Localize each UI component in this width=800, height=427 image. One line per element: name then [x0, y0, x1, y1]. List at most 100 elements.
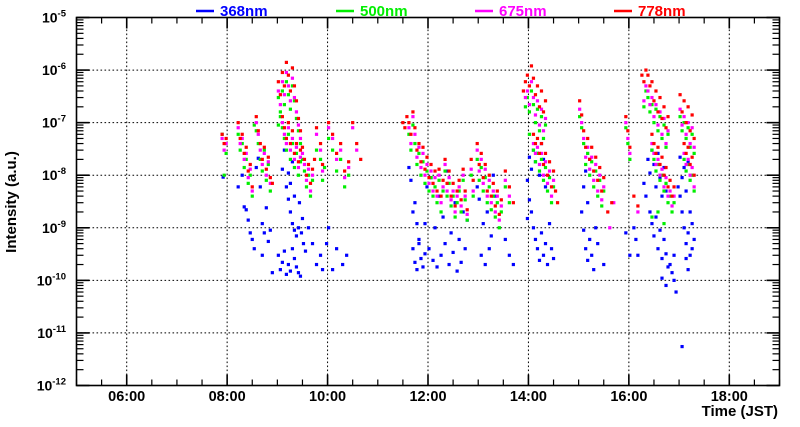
data-point — [270, 271, 274, 275]
data-point — [487, 178, 491, 182]
data-point — [684, 242, 688, 246]
data-point — [264, 178, 268, 182]
data-point — [588, 173, 592, 177]
data-point — [278, 110, 282, 114]
data-point — [298, 148, 303, 152]
data-point — [626, 129, 630, 133]
data-point — [664, 252, 668, 256]
data-point — [644, 84, 648, 88]
data-point — [308, 181, 313, 185]
data-point — [294, 110, 299, 114]
data-point — [656, 145, 660, 149]
data-point — [290, 141, 295, 146]
data-point — [242, 151, 246, 155]
data-point — [284, 272, 288, 276]
data-point — [288, 107, 293, 111]
data-point — [461, 173, 465, 177]
data-point — [529, 210, 534, 214]
data-point — [608, 226, 612, 230]
data-point — [268, 228, 272, 232]
data-point — [553, 189, 558, 193]
data-point — [686, 268, 690, 272]
data-point — [507, 201, 511, 205]
data-point — [541, 253, 546, 257]
x-axis-title: Time (JST) — [702, 403, 778, 420]
data-point — [543, 242, 548, 246]
data-point — [539, 141, 544, 146]
data-point — [600, 198, 604, 202]
data-point — [252, 123, 256, 127]
data-point — [586, 201, 590, 205]
data-point — [236, 126, 240, 130]
data-point — [258, 141, 262, 146]
data-point — [298, 136, 303, 141]
data-point — [686, 160, 690, 164]
data-point — [529, 64, 534, 68]
data-point — [596, 242, 600, 246]
data-point — [288, 210, 293, 214]
data-point — [284, 136, 288, 141]
data-point — [662, 189, 666, 193]
data-point — [660, 136, 664, 141]
data-point — [326, 226, 331, 230]
data-point — [672, 253, 676, 257]
data-point — [670, 194, 674, 198]
data-point — [318, 148, 323, 152]
data-point — [250, 189, 254, 193]
data-point — [288, 89, 293, 93]
data-point — [288, 141, 293, 146]
data-point — [487, 173, 491, 177]
data-point — [306, 167, 311, 171]
data-point — [288, 99, 293, 103]
series-500nm — [220, 80, 696, 230]
data-point — [646, 95, 650, 100]
data-point — [672, 201, 676, 205]
data-point — [284, 60, 288, 64]
data-point — [487, 185, 491, 189]
data-point — [409, 148, 413, 152]
data-point — [278, 268, 282, 272]
data-point — [318, 141, 323, 146]
data-point — [549, 247, 554, 251]
data-point — [282, 93, 286, 97]
data-point — [588, 167, 592, 171]
data-point — [684, 189, 688, 193]
data-point — [658, 228, 662, 232]
data-point — [453, 201, 457, 205]
data-point — [435, 265, 439, 269]
data-point — [660, 194, 664, 198]
data-point — [248, 167, 252, 171]
data-point — [590, 160, 594, 164]
data-point — [537, 173, 542, 177]
data-point — [459, 210, 463, 214]
data-point — [475, 148, 479, 152]
data-point — [692, 185, 696, 189]
data-point — [690, 173, 694, 177]
data-point — [682, 121, 686, 125]
data-points — [220, 60, 696, 349]
data-point — [612, 201, 616, 205]
data-point — [282, 126, 286, 130]
data-point — [686, 231, 690, 235]
data-point — [246, 181, 250, 185]
data-point — [296, 123, 301, 127]
data-point — [335, 247, 339, 251]
data-point — [531, 76, 536, 80]
data-point — [449, 198, 453, 202]
data-point — [533, 121, 538, 125]
data-point — [535, 247, 540, 251]
data-point — [256, 156, 260, 160]
data-point — [664, 176, 668, 180]
data-point — [491, 173, 495, 177]
data-point — [660, 116, 664, 121]
data-point — [409, 132, 413, 136]
data-point — [479, 157, 483, 161]
data-point — [238, 141, 242, 146]
data-point — [302, 169, 307, 173]
data-point — [326, 121, 331, 125]
data-point — [445, 189, 449, 193]
data-point — [485, 189, 489, 193]
data-point — [244, 157, 248, 161]
data-point — [296, 160, 301, 164]
